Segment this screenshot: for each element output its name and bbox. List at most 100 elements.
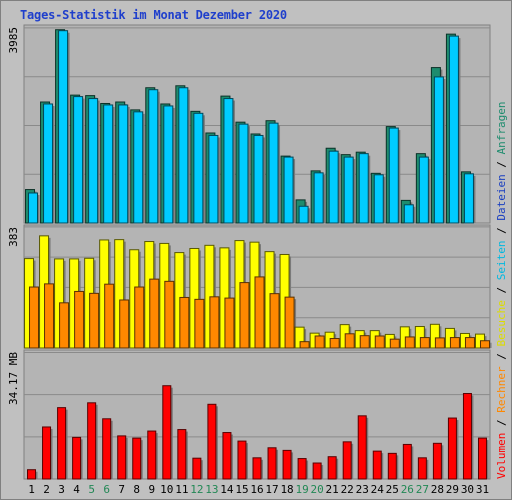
bar-volumen-31 xyxy=(477,437,487,480)
legend-entry: / xyxy=(495,154,508,174)
x-tick-label-4: 4 xyxy=(73,483,80,496)
bar-seiten-4 xyxy=(73,96,84,224)
x-tick-label-7: 7 xyxy=(118,483,125,496)
x-tick-label-10: 10 xyxy=(160,483,173,496)
bar-seiten-28 xyxy=(433,76,444,224)
x-tick-label-16: 16 xyxy=(250,483,263,496)
bar-seiten-22 xyxy=(343,156,354,224)
bar-seiten-6 xyxy=(103,104,114,224)
bar-seiten-27 xyxy=(418,156,429,224)
bar-rechner-25 xyxy=(389,338,400,349)
bar-volumen-25 xyxy=(387,452,397,480)
bar-rechner-13 xyxy=(209,296,220,349)
bar-seiten-29 xyxy=(448,35,459,224)
x-tick-label-2: 2 xyxy=(43,483,50,496)
x-tick-label-27: 27 xyxy=(416,483,429,496)
x-tick-label-20: 20 xyxy=(311,483,324,496)
bar-rechner-21 xyxy=(329,338,340,349)
bar-rechner-29 xyxy=(449,337,460,349)
bar-seiten-11 xyxy=(178,87,189,224)
bar-seiten-24 xyxy=(373,174,384,224)
bar-rechner-1 xyxy=(29,286,40,349)
bar-seiten-8 xyxy=(133,111,144,224)
x-tick-label-21: 21 xyxy=(326,483,339,496)
bar-volumen-2 xyxy=(42,426,52,480)
bar-volumen-17 xyxy=(267,447,277,480)
x-tick-label-19: 19 xyxy=(295,483,308,496)
x-tick-label-23: 23 xyxy=(356,483,369,496)
bar-volumen-8 xyxy=(132,437,142,480)
bar-seiten-13 xyxy=(208,134,219,224)
x-tick-label-17: 17 xyxy=(265,483,278,496)
bar-seiten-18 xyxy=(283,156,294,224)
legend-text: Volumen / Rechner / Besuche / Seiten / D… xyxy=(495,101,508,479)
bar-volumen-10 xyxy=(162,385,172,480)
bar-volumen-15 xyxy=(237,440,247,480)
bar-rechner-2 xyxy=(44,283,55,349)
bar-seiten-20 xyxy=(313,172,324,224)
bar-rechner-16 xyxy=(254,276,265,349)
y-max-label-middle: 383 xyxy=(7,227,20,247)
bar-rechner-3 xyxy=(59,302,70,349)
bar-seiten-14 xyxy=(223,98,234,224)
x-tick-label-13: 13 xyxy=(205,483,218,496)
y-max-label-bottom: 34.17 MB xyxy=(7,352,20,405)
bar-rechner-19 xyxy=(299,341,310,349)
legend-entry: / xyxy=(495,413,508,433)
bar-seiten-1 xyxy=(28,192,39,224)
x-tick-label-31: 31 xyxy=(476,483,489,496)
bar-rechner-10 xyxy=(164,280,175,349)
bar-volumen-21 xyxy=(327,456,337,480)
x-tick-label-8: 8 xyxy=(133,483,140,496)
x-tick-label-11: 11 xyxy=(175,483,188,496)
bar-volumen-1 xyxy=(27,469,37,480)
bar-seiten-5 xyxy=(88,98,99,224)
bar-rechner-9 xyxy=(149,278,160,349)
bar-seiten-3 xyxy=(58,30,69,224)
bar-volumen-5 xyxy=(87,402,97,480)
x-tick-label-5: 5 xyxy=(88,483,95,496)
bar-rechner-17 xyxy=(269,293,280,349)
bar-volumen-7 xyxy=(117,435,127,480)
bar-rechner-4 xyxy=(74,290,85,349)
bar-seiten-30 xyxy=(463,173,474,224)
bar-seiten-7 xyxy=(118,104,129,224)
bar-rechner-31 xyxy=(479,340,490,349)
bar-rechner-7 xyxy=(119,299,130,349)
x-tick-label-26: 26 xyxy=(401,483,414,496)
x-tick-label-14: 14 xyxy=(220,483,234,496)
bar-volumen-20 xyxy=(312,462,322,480)
x-tick-label-15: 15 xyxy=(235,483,248,496)
bar-seiten-26 xyxy=(403,204,414,224)
bar-volumen-13 xyxy=(207,403,217,480)
x-tick-label-30: 30 xyxy=(461,483,474,496)
bar-rechner-11 xyxy=(179,296,190,349)
legend-entry: Besuche xyxy=(495,300,508,346)
bar-volumen-19 xyxy=(297,458,307,480)
bar-rechner-8 xyxy=(134,286,145,349)
bar-rechner-6 xyxy=(104,283,115,349)
bar-volumen-14 xyxy=(222,432,232,480)
legend-entry: Volumen xyxy=(495,433,508,479)
bar-rechner-12 xyxy=(194,298,205,349)
bar-rechner-23 xyxy=(359,335,370,349)
bar-seiten-16 xyxy=(253,134,264,224)
bar-volumen-18 xyxy=(282,449,292,480)
bar-rechner-15 xyxy=(239,282,250,349)
bar-rechner-26 xyxy=(404,336,415,349)
legend-entry: Rechner xyxy=(495,366,508,413)
bar-seiten-12 xyxy=(193,112,204,224)
bar-rechner-24 xyxy=(374,335,385,349)
bar-volumen-12 xyxy=(192,457,202,480)
bar-rechner-18 xyxy=(284,296,295,349)
legend-entry: / xyxy=(495,347,508,367)
bar-rechner-27 xyxy=(419,337,430,349)
bar-volumen-3 xyxy=(57,407,67,480)
bar-seiten-10 xyxy=(163,105,174,224)
bar-rechner-30 xyxy=(464,337,475,349)
legend-entry: Anfragen xyxy=(495,101,508,154)
x-tick-label-28: 28 xyxy=(431,483,444,496)
x-tick-label-12: 12 xyxy=(190,483,203,496)
x-tick-label-18: 18 xyxy=(280,483,293,496)
